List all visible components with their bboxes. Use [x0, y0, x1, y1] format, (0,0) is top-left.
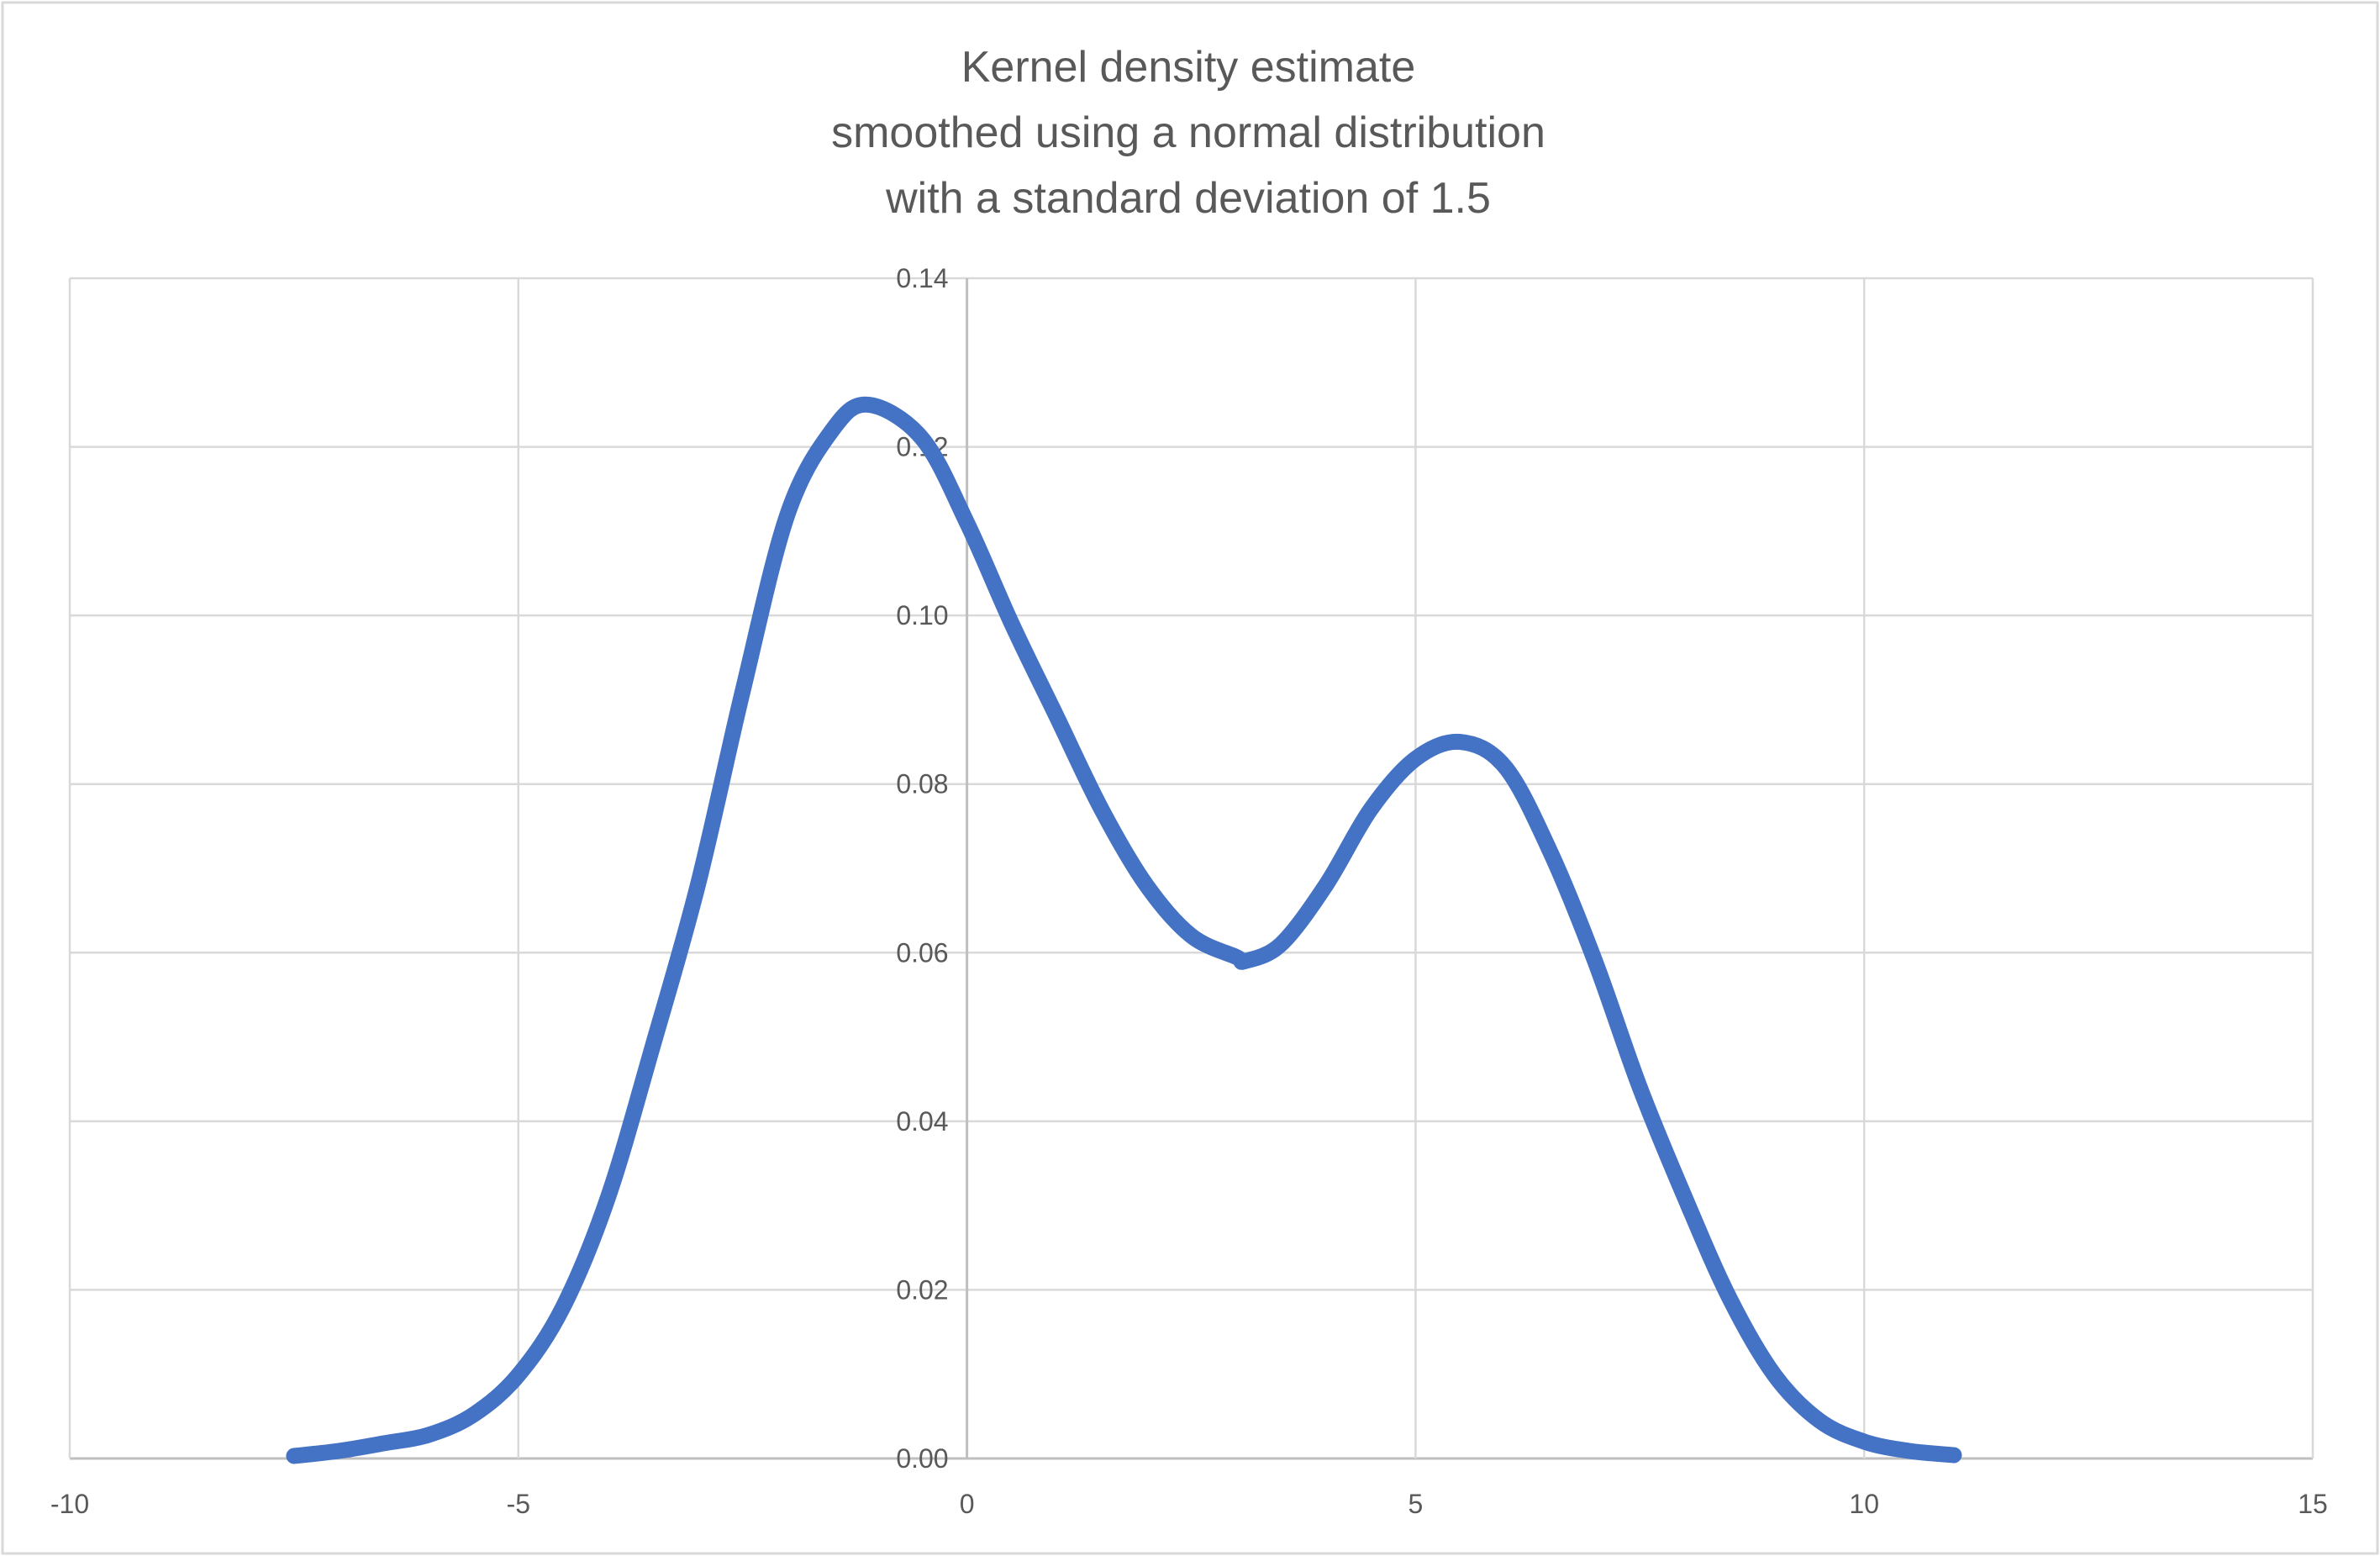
- chart-title-line-1: Kernel density estimate: [961, 43, 1416, 92]
- series-layer: [286, 396, 1962, 1464]
- y-tick-label: 0.00: [896, 1443, 948, 1474]
- tick-labels: 0.000.020.040.060.080.100.120.14-10 -5 0 5 1…: [50, 263, 2328, 1519]
- y-tick-label: 0.04: [896, 1106, 948, 1137]
- y-tick-label: 0.08: [896, 769, 948, 799]
- chart-title-line-3: with a standard deviation of 1.5: [885, 174, 1491, 223]
- x-tick-label: 15: [2298, 1489, 2328, 1519]
- y-tick-label: 0.14: [896, 263, 948, 293]
- y-tick-label: 0.06: [896, 937, 948, 968]
- chart-title-line-2: smoothed using a normal distribution: [831, 108, 1545, 157]
- x-tick-label: 10: [1849, 1489, 1879, 1519]
- y-tick-label: 0.10: [896, 600, 948, 630]
- gridlines: [68, 277, 2314, 1460]
- x-tick-label: 0: [960, 1489, 975, 1519]
- density-curve: [286, 396, 1962, 1464]
- y-tick-label: 0.02: [896, 1274, 948, 1305]
- x-tick-label: 5: [1409, 1489, 1424, 1519]
- x-tick-label: -5: [507, 1489, 530, 1519]
- x-tick-label: -10: [50, 1489, 89, 1519]
